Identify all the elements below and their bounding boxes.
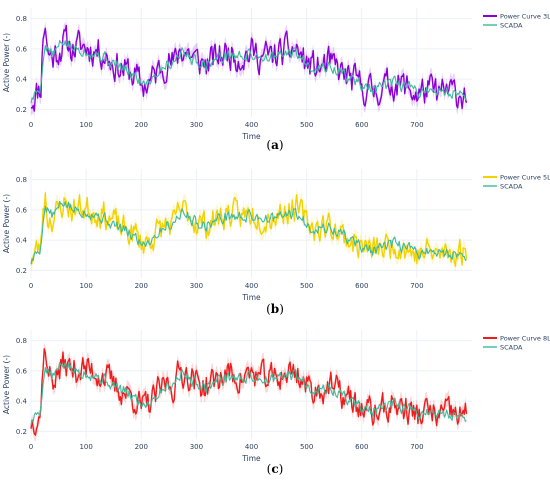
caption-a-close: ) [278,138,284,152]
y-tick-label-b: 0.4 [16,237,28,245]
x-tick-label-b: 100 [79,282,92,290]
caption-c: (c) [0,462,550,476]
caption-a-open: ( [266,138,272,152]
x-tick-label-b: 500 [300,282,313,290]
x-tick-label-a: 100 [79,121,92,129]
x-tick-label-b: 200 [135,282,148,290]
x-tick-label-b: 0 [29,282,33,290]
y-tick-label-b: 0.2 [16,267,27,275]
chart-panel-a: 0 100 200 300 400 500 600 700 0.2 0.4 0.6 0.8 Time Ac… [0,0,550,160]
y-tick-label-b: 0.6 [16,206,28,214]
y-tick-label-b: 0.8 [16,176,27,184]
y-tick-label-c: 0.8 [16,337,27,345]
legend-label-c-1: SCADA [500,343,523,351]
x-tick-label-b: 700 [410,282,423,290]
y-tick-label-a: 0.4 [16,76,28,84]
legend-label-b-1: SCADA [500,182,523,190]
chart-panel-c: 0 100 200 300 400 500 600 700 0.2 0.4 0.6 0.8 Time Ac… [0,322,550,482]
series-line-c-1 [30,361,467,426]
x-tick-label-c: 500 [300,443,313,451]
caption-a-letter: a [271,138,279,152]
x-tick-label-c: 200 [135,443,148,451]
x-tick-label-a: 0 [29,121,33,129]
y-axis-title-b: Active Power (-) [2,194,11,253]
chart-svg-a: 0 100 200 300 400 500 600 700 0.2 0.4 0.6 0.8 Time Ac… [2,8,550,141]
x-tick-label-a: 600 [355,121,368,129]
series-group-b [30,186,468,273]
x-tick-label-c: 400 [245,443,258,451]
x-tick-label-a: 400 [245,121,258,129]
x-tick-label-b: 300 [190,282,203,290]
y-tick-label-c: 0.4 [16,398,28,406]
legend-label-c-0: Power Curve 8L [500,334,550,342]
x-tick-label-b: 600 [355,282,368,290]
series-line-a-1 [30,39,467,104]
x-tick-label-a: 300 [190,121,203,129]
caption-b: (b) [0,302,550,316]
caption-b-open: ( [266,302,271,316]
y-tick-label-a: 0.2 [16,106,27,114]
caption-b-letter: b [270,302,280,316]
y-axis-title-a: Active Power (-) [2,33,11,92]
x-tick-label-c: 100 [79,443,92,451]
y-tick-label-c: 0.6 [16,367,28,375]
y-tick-label-a: 0.6 [16,45,28,53]
x-tick-label-c: 700 [410,443,423,451]
series-line-c-0 [30,348,468,436]
x-axis-title-a: Time [241,132,261,141]
x-tick-label-a: 500 [300,121,313,129]
chart-svg-c: 0 100 200 300 400 500 600 700 0.2 0.4 0.6 0.8 Time Ac… [2,330,550,463]
x-tick-label-a: 700 [410,121,423,129]
x-tick-label-c: 600 [355,443,368,451]
x-tick-label-b: 400 [245,282,258,290]
chart-panel-b: 0 100 200 300 400 500 600 700 0.2 0.4 0.6 0.8 Time Ac… [0,161,550,321]
caption-c-letter: c [271,462,279,476]
caption-a: (a) [0,138,550,152]
caption-c-open: ( [266,462,272,476]
series-line-b-0 [30,192,468,267]
y-tick-label-c: 0.2 [16,428,27,436]
series-line-b-1 [30,200,467,265]
x-tick-label-c: 0 [29,443,33,451]
x-tick-label-c: 300 [190,443,203,451]
x-axis-title-c: Time [241,454,261,463]
chart-svg-b: 0 100 200 300 400 500 600 700 0.2 0.4 0.6 0.8 Time Ac… [2,169,550,302]
series-band-a-0 [31,18,467,118]
legend-label-b-0: Power Curve 5L [500,173,550,181]
legend-label-a-1: SCADA [500,21,523,29]
x-axis-title-b: Time [241,293,261,302]
caption-b-close: ) [279,302,284,316]
caption-c-close: ) [278,462,284,476]
y-axis-title-c: Active Power (-) [2,355,11,414]
series-group-c [30,342,468,442]
x-tick-label-a: 200 [135,121,148,129]
series-group-a [30,18,468,118]
y-tick-label-a: 0.8 [16,15,27,23]
legend-label-a-0: Power Curve 3L [500,12,550,20]
series-line-a-0 [30,24,468,112]
